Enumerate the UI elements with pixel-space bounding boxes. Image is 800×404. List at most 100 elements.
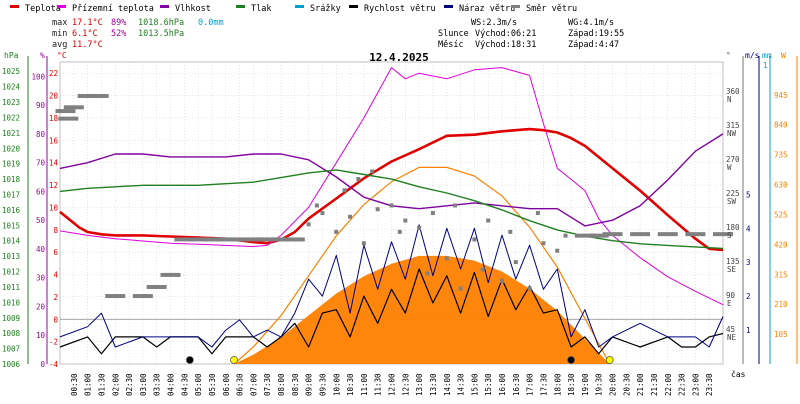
x-tick-label: 23:30 [705,373,714,396]
stat-max-hum: 89% [111,18,126,28]
stat-max-precip: 0.0mm [198,18,224,28]
wind-direction-mark [284,237,305,242]
legend-label-gust: Náraz větru [459,4,515,14]
sun-curve [233,166,611,365]
x-tick-label: 15:00 [470,373,479,396]
x-tick-label: 09:00 [305,373,314,396]
wind-direction-mark [602,232,623,237]
hpa-tick-label: 1014 [2,237,21,246]
celsius-tick-label: 22 [49,69,58,78]
chart-title: 12.4.2025 [369,51,429,64]
celsius-tick-label: 6 [53,248,58,257]
wind-direction-mark [444,256,449,261]
percent-tick-label: 40 [36,245,46,254]
percent-unit: % [40,51,45,60]
wind-direction-mark [334,229,339,234]
wind-direction-mark [630,232,651,237]
x-tick-label: 10:30 [346,373,355,396]
sunset-marker [605,356,614,364]
hpa-tick-label: 1023 [2,98,20,107]
ms-tick-label: 1 [746,326,751,335]
legend-label-humidity: Vlhkost [175,4,211,14]
celsius-tick-label: 2 [53,293,58,302]
celsius-tick-label: 16 [49,136,59,145]
direction-tick-label: 90 [726,291,736,300]
series-line-temperature [59,127,724,252]
sun-label: Slunce [438,29,469,39]
series-line-feels_like [59,67,724,306]
legend-swatch-gust [444,5,453,8]
x-tick-label: 21:30 [650,373,659,396]
x-tick-label: 04:00 [167,373,176,396]
x-tick-label: 18:00 [553,373,562,396]
wind-direction-mark [257,237,278,242]
x-tick-label: 19:00 [581,373,590,396]
legend-swatch-wind_speed [349,5,358,8]
mm-unit: mm [762,51,772,60]
wind-direction-mark [500,278,504,283]
x-tick-label: 16:30 [512,373,521,396]
x-tick-label: 01:00 [84,373,93,396]
x-tick-label: 08:00 [277,373,286,396]
axis-units: hPa % °C ° m/s mm W [4,51,786,60]
wind-direction-mark [271,237,291,242]
wind-direction-mark [88,93,109,98]
wind-direction-mark [105,294,126,299]
x-tick-label: 10:00 [332,373,341,396]
ms-tick-label: 3 [746,258,751,267]
wind-direction-mark [375,207,380,212]
wind-direction-mark [320,211,325,215]
celsius-tick-label: 18 [49,114,59,123]
hpa-tick-label: 1010 [2,298,21,307]
info-block: WS:2.3m/s WG:4.1m/s Slunce Východ:06:21 … [438,18,624,50]
stats-block: max 17.1°C 89% 1018.6hPa 0.0mm min 6.1°C… [52,18,224,50]
moon-rise: Východ:18:31 [475,40,536,50]
x-tick-label: 13:00 [415,373,424,396]
degree-unit: ° [726,51,731,60]
direction-name-label: SE [727,265,737,274]
wind-direction-mark [160,272,181,277]
celsius-tick-label: 20 [49,92,59,101]
markers [185,356,614,364]
wind-direction-mark [201,237,222,242]
wm2-tick-label: 735 [774,151,788,160]
x-tick-label: 22:00 [664,373,673,396]
percent-tick-label: 50 [36,216,46,225]
percent-tick-label: 60 [36,187,46,196]
celsius-unit: °C [57,51,67,60]
moon-label: Měsíc [438,40,464,50]
x-tick-label: 03:00 [139,373,148,396]
hpa-tick-label: 1007 [2,345,20,354]
celsius-tick-label: 8 [53,226,58,235]
legend-label-temperature: Teplota [25,4,61,14]
direction-tick-label: 360 [726,87,740,96]
wind-direction-mark [370,169,375,174]
ms-tick-label: 2 [746,292,751,301]
w-unit: W [781,51,786,60]
wind-direction-mark [188,237,209,242]
wind-direction-mark [417,226,422,231]
x-tick-label: 20:00 [609,373,618,396]
x-tick-label: 04:30 [180,373,189,396]
legend-label-wind_dir: Směr větru [526,4,577,14]
x-tick-label: 09:30 [318,373,327,396]
wind-direction-mark [77,93,98,98]
stat-min-label: min [52,29,67,39]
x-axis-label: čas [731,369,746,379]
axes-layer: 00:30 01:00 01:30 02:00 02:30 03:00 03:30 04:00… [2,56,798,396]
legend-label-wind_speed: Rychlost větru [364,4,436,14]
wind-direction-mark [535,211,540,215]
direction-tick-label: 45 [726,325,735,334]
wind-direction-mark [132,294,153,299]
wind-direction-mark [541,241,546,246]
hpa-tick-label: 1011 [2,283,20,292]
legend-label-pressure: Tlak [251,4,271,14]
x-tick-label: 05:00 [194,373,203,396]
wind-direction-mark [430,211,435,215]
x-tick-label: 18:30 [567,373,576,396]
direction-name-label: SW [727,197,737,206]
wind-direction-mark [348,214,353,219]
sunrise-marker [230,356,238,364]
percent-tick-label: 70 [36,159,46,168]
